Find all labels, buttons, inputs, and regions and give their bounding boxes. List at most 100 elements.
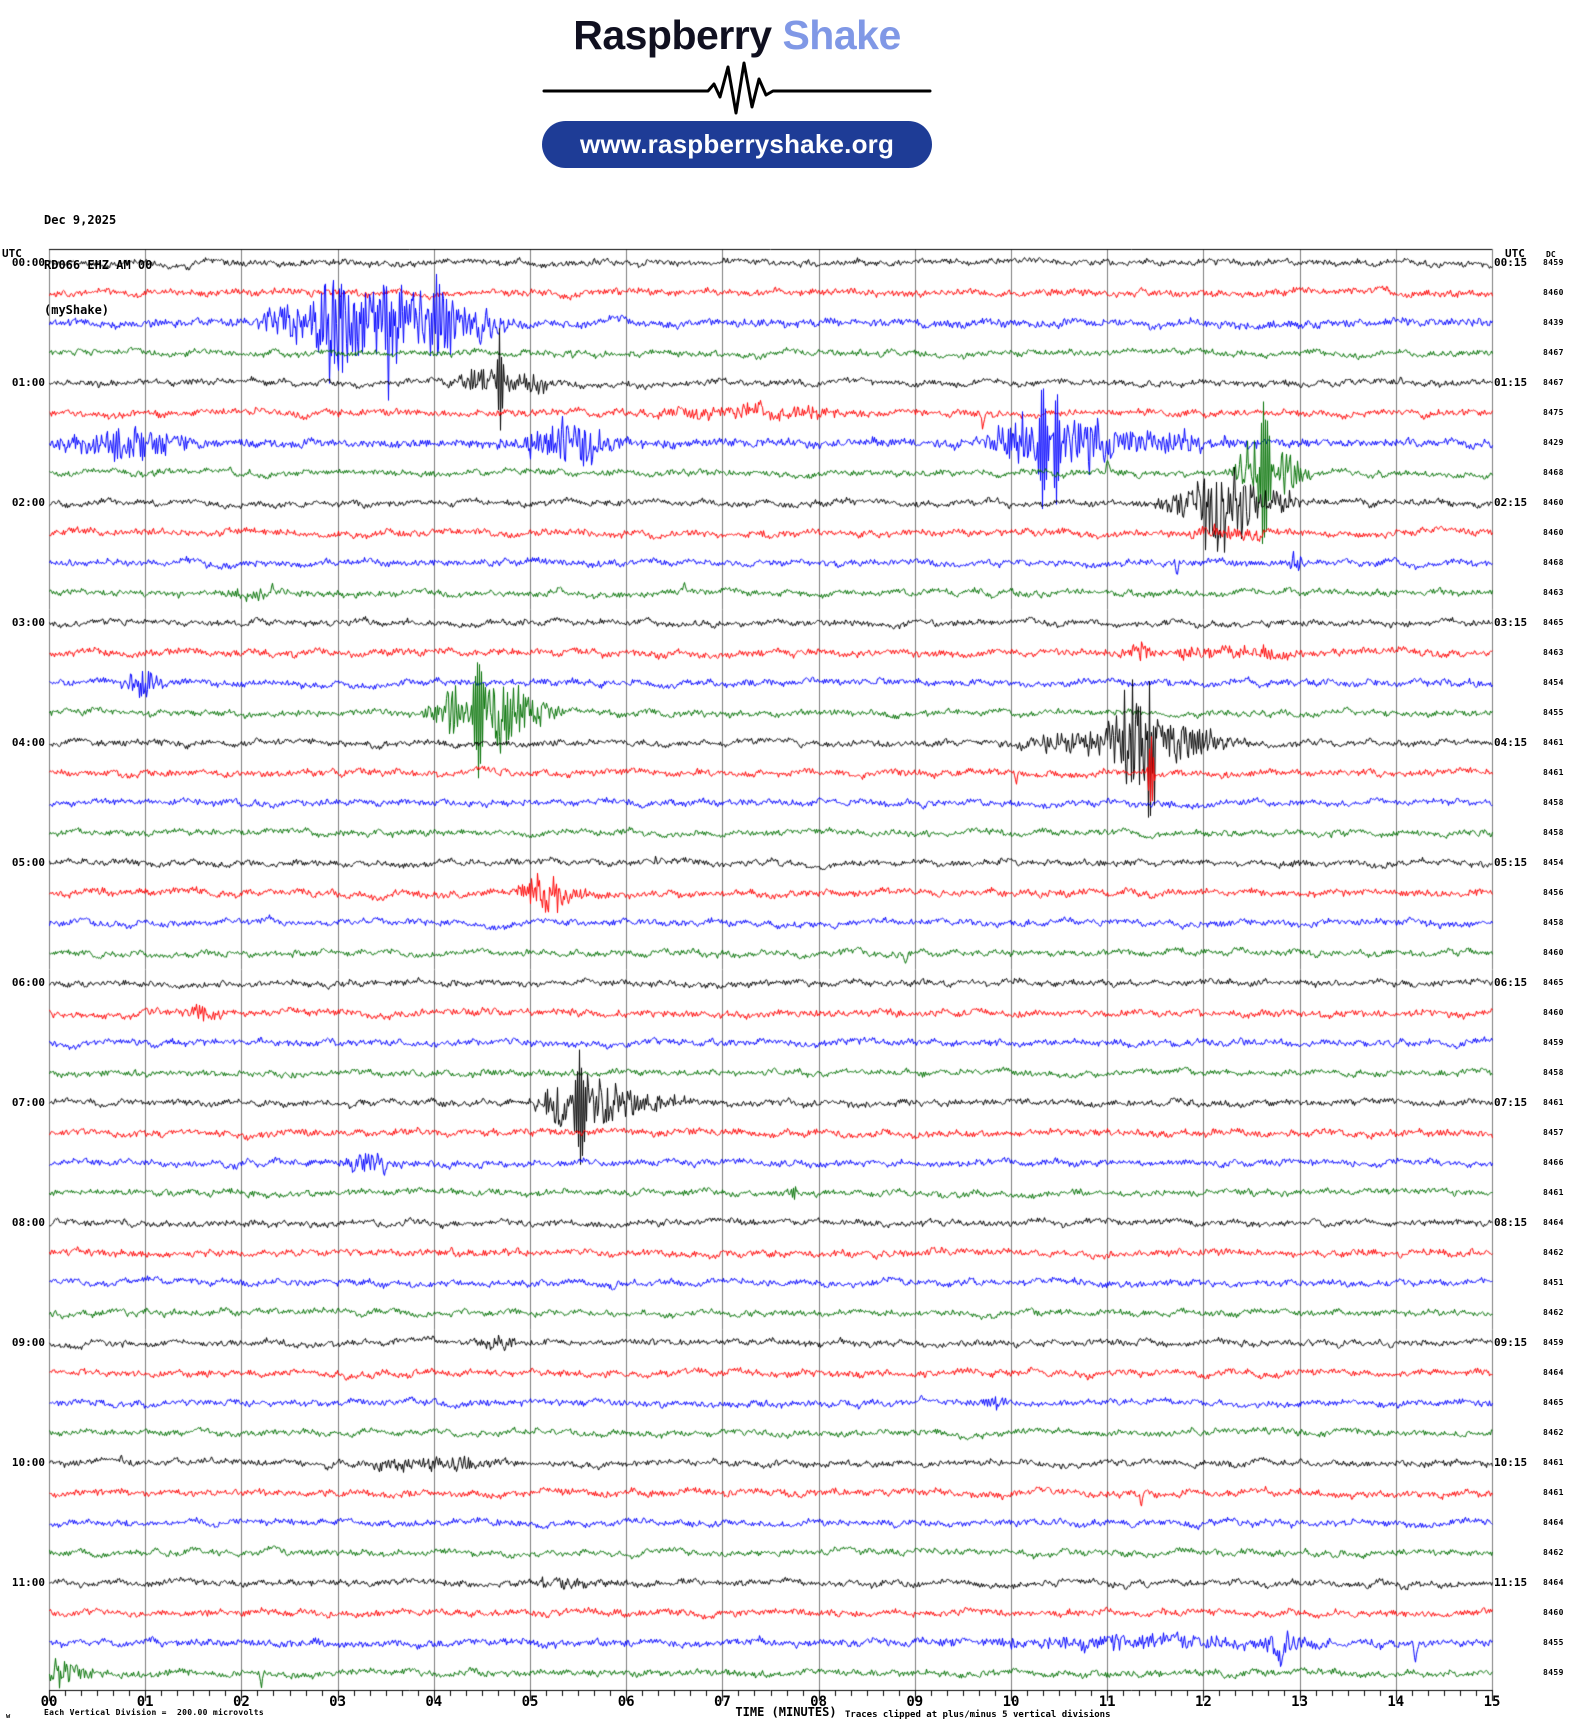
x-tick-label: 11 (1098, 1694, 1116, 1710)
row-start-time-label: 01:00 (11, 376, 45, 389)
brand-word-shake: Shake (782, 12, 901, 58)
website-url-button[interactable]: www.raspberryshake.org (541, 121, 933, 168)
dc-value: 8439 (1543, 318, 1564, 327)
dc-value: 8462 (1543, 1548, 1564, 1557)
x-axis-title: TIME (MINUTES) (735, 1705, 837, 1719)
dc-column-header: DC (1546, 250, 1556, 259)
dc-value: 8459 (1543, 1338, 1564, 1347)
dc-value: 8454 (1543, 858, 1564, 867)
dc-value: 8455 (1543, 1638, 1564, 1647)
x-tick-label: 13 (1291, 1694, 1309, 1710)
dc-value: 8467 (1543, 348, 1564, 357)
x-tick-label: 00 (40, 1694, 58, 1710)
row-end-time-label: 01:15 (1494, 376, 1528, 389)
x-tick-label: 05 (521, 1694, 539, 1710)
dc-value: 8460 (1543, 498, 1564, 507)
dc-value: 8475 (1543, 408, 1564, 417)
header: Raspberry Shake www.raspberryshake.org (0, 12, 1474, 168)
dc-value: 8460 (1543, 948, 1564, 957)
dc-value: 8459 (1543, 1038, 1564, 1047)
row-end-time-label: 07:15 (1494, 1096, 1528, 1109)
x-tick-label: 06 (617, 1694, 635, 1710)
dc-value: 8468 (1543, 558, 1564, 567)
dc-value: 8458 (1543, 828, 1564, 837)
dc-value: 8468 (1543, 468, 1564, 477)
x-tick-label: 12 (1194, 1694, 1212, 1710)
dc-value: 8458 (1543, 1068, 1564, 1077)
x-tick-label: 01 (136, 1694, 154, 1710)
x-tick-label: 04 (425, 1694, 443, 1710)
x-tick-label: 08 (810, 1694, 828, 1710)
dc-value: 8460 (1543, 528, 1564, 537)
dc-value: 8462 (1543, 1308, 1564, 1317)
dc-value: 8467 (1543, 378, 1564, 387)
x-tick-label: 09 (906, 1694, 924, 1710)
dc-value: 8456 (1543, 888, 1564, 897)
footer-marker: w (6, 1712, 11, 1720)
utc-label-right: UTC (1505, 247, 1525, 260)
dc-value: 8460 (1543, 1008, 1564, 1017)
dc-value: 8464 (1543, 1218, 1564, 1227)
station-info: Dec 9,2025 RD066 EHZ AM 00 (myShake) (44, 183, 152, 333)
dc-value: 8455 (1543, 708, 1564, 717)
x-tick-label: 10 (1002, 1694, 1020, 1710)
brand-word-raspberry: Raspberry (573, 12, 772, 58)
brand-logo: Raspberry Shake (0, 12, 1474, 59)
dc-value: 8462 (1543, 1428, 1564, 1437)
x-tick-label: 15 (1483, 1694, 1501, 1710)
x-tick-label: 02 (232, 1694, 250, 1710)
dc-value: 8461 (1543, 1488, 1564, 1497)
row-start-time-label: 08:00 (11, 1216, 45, 1229)
dc-value: 8461 (1543, 1098, 1564, 1107)
row-start-time-label: 05:00 (11, 856, 45, 869)
row-start-time-label: 09:00 (11, 1336, 45, 1349)
dc-value: 8463 (1543, 648, 1564, 657)
station-code: RD066 EHZ AM 00 (44, 258, 153, 272)
dc-value: 8463 (1543, 588, 1564, 597)
dc-value: 8464 (1543, 1518, 1564, 1527)
row-end-time-label: 10:15 (1494, 1456, 1528, 1469)
dc-value: 8465 (1543, 618, 1564, 627)
dc-value: 8454 (1543, 678, 1564, 687)
row-end-time-label: 00:15 (1494, 256, 1528, 269)
dc-value: 8429 (1543, 438, 1564, 447)
station-network: (myShake) (44, 303, 110, 317)
row-start-time-label: 06:00 (11, 976, 45, 989)
vertical-division-note: Each Vertical Division = 200.00 microvol… (44, 1708, 265, 1717)
dc-value: 8465 (1543, 978, 1564, 987)
row-end-time-label: 05:15 (1494, 856, 1528, 869)
row-start-time-label: 11:00 (11, 1576, 45, 1589)
seismic-waveform-icon (542, 61, 932, 115)
dc-value: 8465 (1543, 1398, 1564, 1407)
dc-value: 8458 (1543, 798, 1564, 807)
row-end-time-label: 06:15 (1494, 976, 1528, 989)
dc-value: 8462 (1543, 1248, 1564, 1257)
row-end-time-label: 11:15 (1494, 1576, 1528, 1589)
dc-value: 8466 (1543, 1158, 1564, 1167)
row-start-time-label: 10:00 (11, 1456, 45, 1469)
row-end-time-label: 04:15 (1494, 736, 1528, 749)
x-tick-label: 03 (329, 1694, 347, 1710)
clip-note: Traces clipped at plus/minus 5 vertical … (845, 1710, 1111, 1720)
row-start-time-label: 07:00 (11, 1096, 45, 1109)
dc-value: 8451 (1543, 1278, 1564, 1287)
dc-value: 8459 (1543, 1668, 1564, 1677)
x-tick-label: 14 (1387, 1694, 1405, 1710)
dc-value: 8461 (1543, 1188, 1564, 1197)
dc-value: 8460 (1543, 288, 1564, 297)
row-start-time-label: 03:00 (11, 616, 45, 629)
row-end-time-label: 02:15 (1494, 496, 1528, 509)
dc-value: 8464 (1543, 1368, 1564, 1377)
dc-value: 8458 (1543, 918, 1564, 927)
station-date: Dec 9,2025 (44, 213, 117, 227)
dc-value: 8457 (1543, 1128, 1564, 1137)
dc-value: 8464 (1543, 1578, 1564, 1587)
dc-value: 8461 (1543, 768, 1564, 777)
row-end-time-label: 08:15 (1494, 1216, 1528, 1229)
utc-label-left: UTC (2, 247, 22, 260)
row-start-time-label: 00:00 (11, 256, 45, 269)
dc-value: 8461 (1543, 1458, 1564, 1467)
row-start-time-label: 04:00 (11, 736, 45, 749)
row-end-time-label: 03:15 (1494, 616, 1528, 629)
